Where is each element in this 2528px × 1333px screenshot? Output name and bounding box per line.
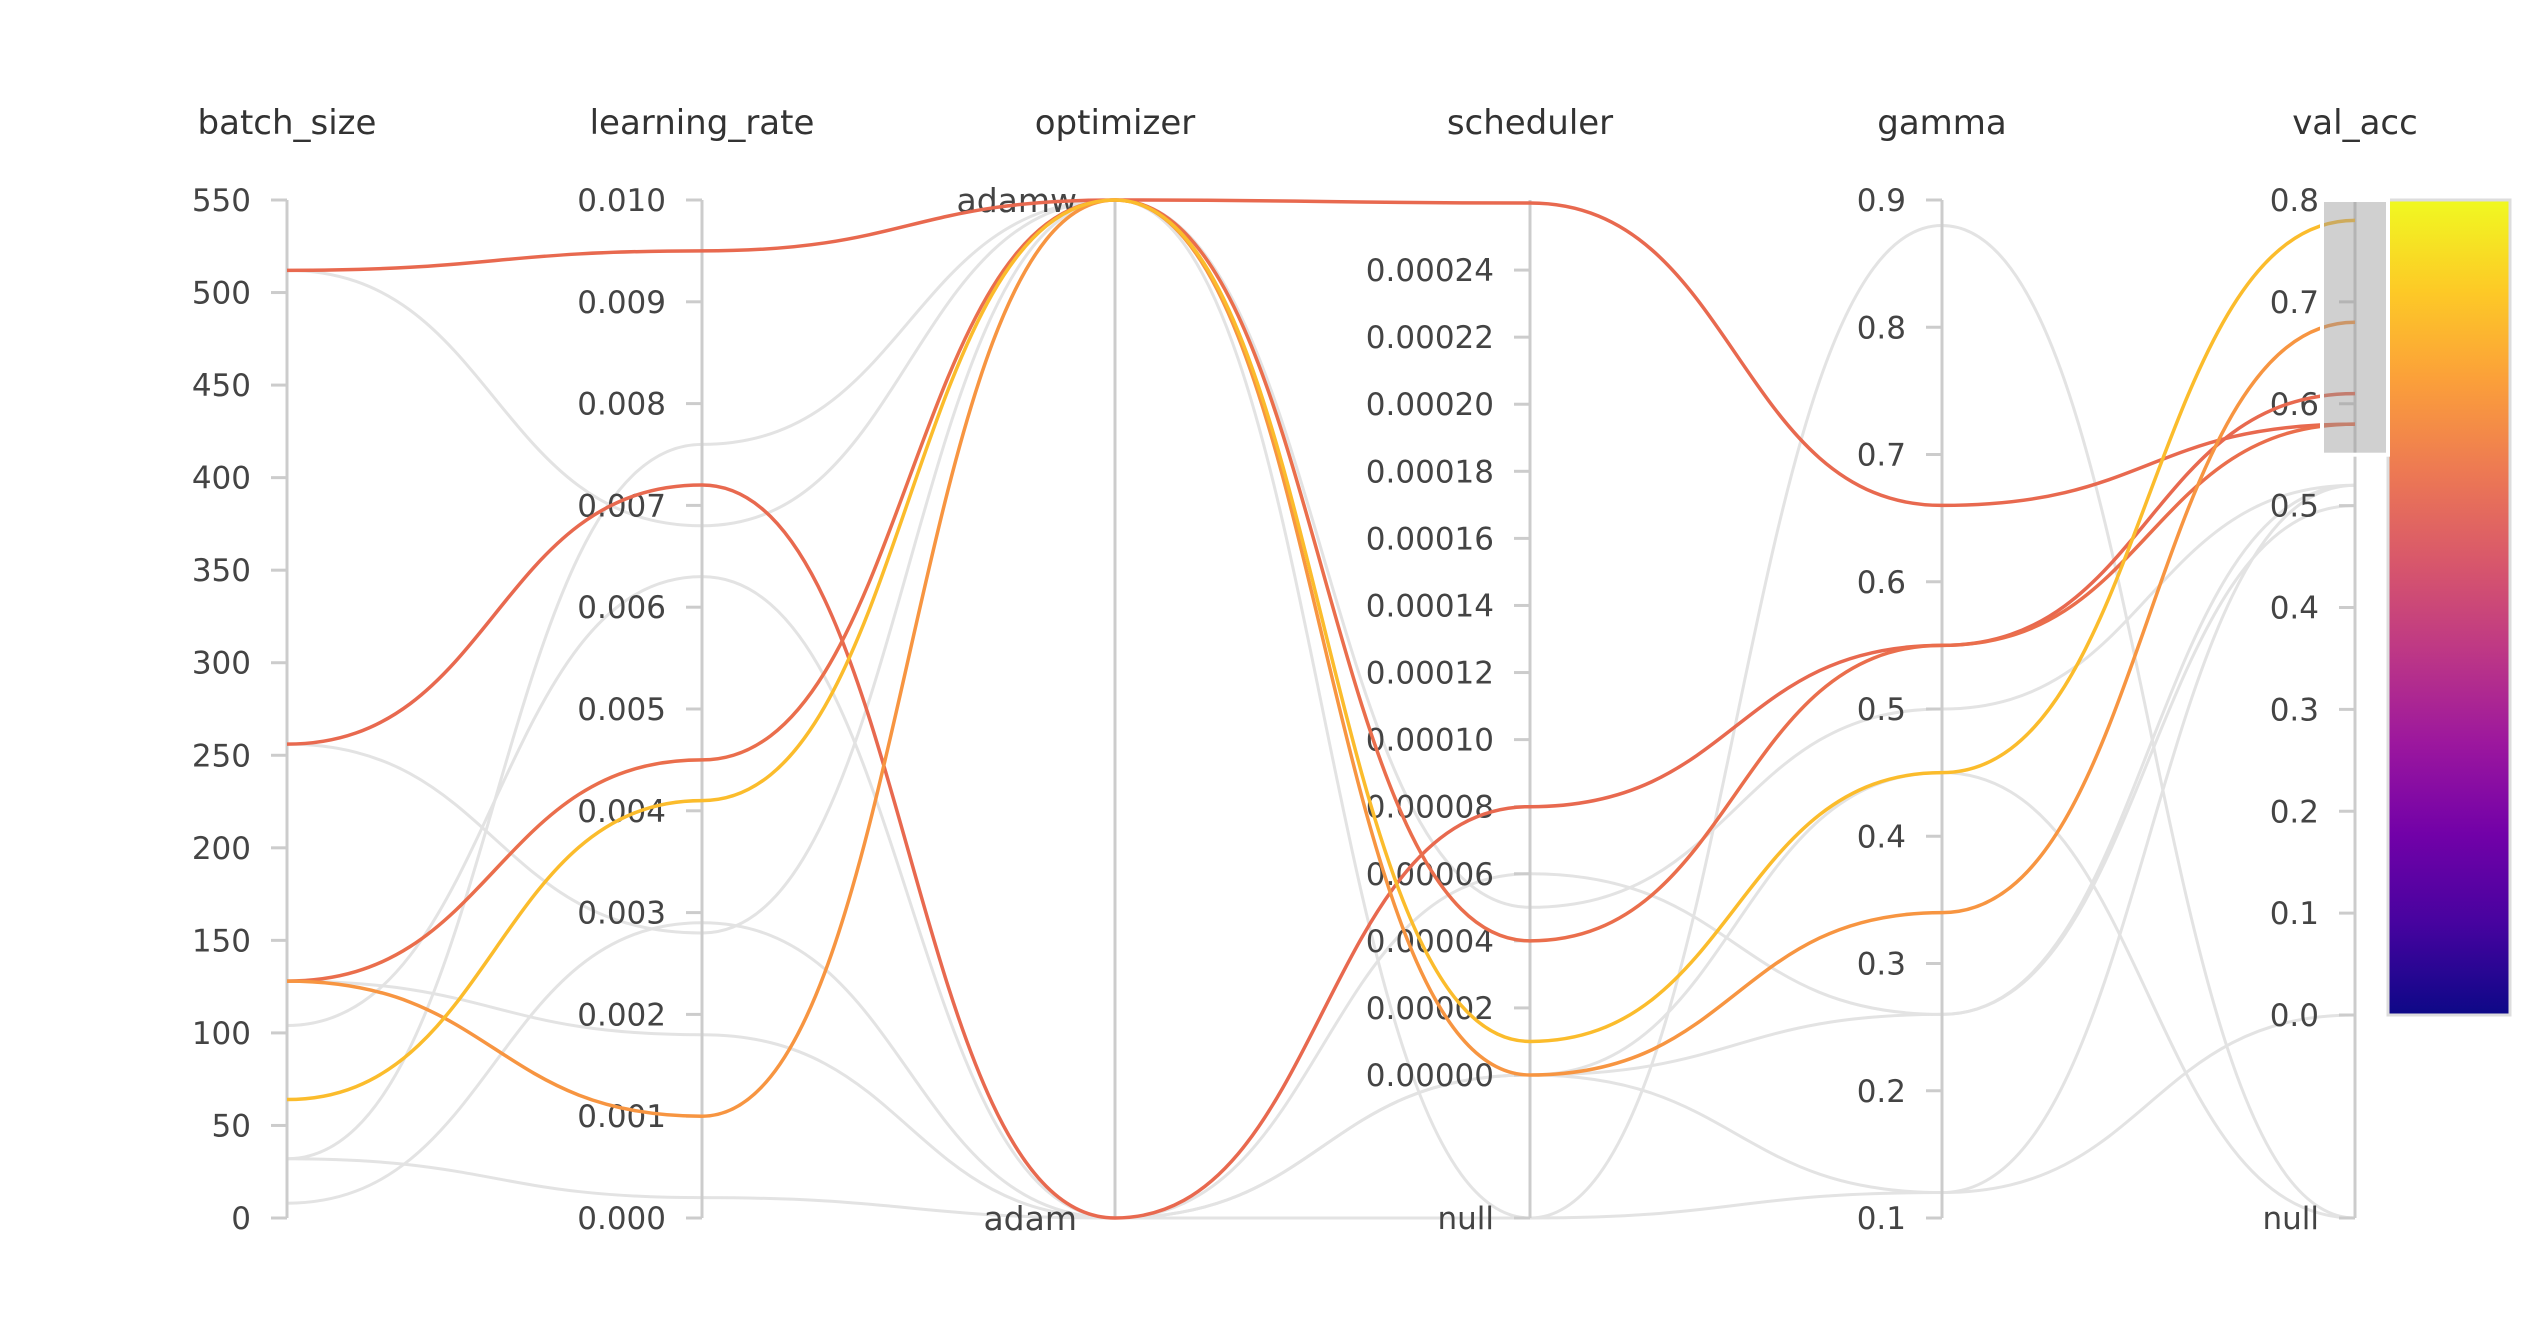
tick-label-scheduler-0-00016: 0.00016: [1366, 521, 1494, 557]
tick-label-val-acc-null: null: [2262, 1201, 2319, 1237]
highlighted-run-lines: [286, 198, 2356, 1220]
axis-title-learning-rate[interactable]: learning_rate: [590, 103, 815, 143]
run-line-3[interactable]: [286, 198, 2356, 1118]
run-line-inactive-6: [286, 483, 2356, 1220]
axis-overlays: [2320, 198, 2512, 1017]
axis-gamma[interactable]: gamma 0.1 0.2 0.3 0.4 0.5 0.6 0.7 0.8 0.9: [1857, 103, 2007, 1237]
tick-label-batch-size-400: 400: [192, 461, 251, 497]
tick-label-batch-size-300: 300: [192, 646, 251, 682]
tick-label-batch-size-500: 500: [192, 276, 251, 312]
axis-batch-size[interactable]: batch_size 0 50 100 150 200 250 300 350 400 450 500…: [192, 103, 377, 1237]
tick-label-batch-size-0: 0: [231, 1201, 251, 1237]
tick-label-learning-rate-0-009: 0.009: [577, 285, 666, 321]
tick-label-scheduler-0-00008: 0.00008: [1366, 790, 1494, 826]
run-line-2[interactable]: [286, 198, 2356, 983]
tick-label-val-acc-0-3: 0.3: [2270, 692, 2319, 728]
tick-label-gamma-0-8: 0.8: [1857, 310, 1906, 346]
tick-label-batch-size-100: 100: [192, 1016, 251, 1052]
run-line-inactive-5: [286, 771, 2356, 1220]
tick-label-val-acc-0-5: 0.5: [2270, 489, 2319, 525]
tick-label-scheduler-0-00010: 0.00010: [1366, 723, 1494, 759]
category-label-adam: adam: [983, 1199, 1077, 1238]
tick-label-batch-size-50: 50: [212, 1108, 251, 1144]
tick-label-batch-size-550: 550: [192, 183, 251, 219]
tick-label-val-acc-0-6: 0.6: [2270, 387, 2319, 423]
axis-title-val-acc[interactable]: val_acc: [2292, 103, 2418, 143]
tick-label-scheduler-0-00022: 0.00022: [1366, 320, 1494, 356]
colorbar: [2386, 198, 2512, 1017]
tick-label-batch-size-350: 350: [192, 553, 251, 589]
tick-label-gamma-0-4: 0.4: [1857, 819, 1906, 855]
axis-learning-rate[interactable]: learning_rate 0.000 0.001 0.002 0.003 0.004 0.…: [577, 103, 814, 1237]
tick-label-gamma-0-9: 0.9: [1857, 183, 1906, 219]
tick-label-val-acc-0-8: 0.8: [2270, 183, 2319, 219]
tick-label-learning-rate-0-006: 0.006: [577, 590, 666, 626]
tick-label-scheduler-null: null: [1437, 1201, 1494, 1237]
tick-label-learning-rate-0-005: 0.005: [577, 692, 666, 728]
tick-label-gamma-0-5: 0.5: [1857, 692, 1906, 728]
run-line-inactive-3: [286, 483, 2356, 1220]
tick-label-learning-rate-0-003: 0.003: [577, 896, 666, 932]
tick-label-batch-size-450: 450: [192, 368, 251, 404]
axis-title-scheduler[interactable]: scheduler: [1447, 103, 1613, 143]
run-line-0[interactable]: [286, 198, 2356, 508]
tick-label-scheduler-0-00012: 0.00012: [1366, 656, 1494, 692]
tick-label-scheduler-0-00018: 0.00018: [1366, 454, 1494, 490]
tick-label-learning-rate-0-001: 0.001: [577, 1099, 666, 1135]
tick-label-batch-size-200: 200: [192, 831, 251, 867]
axis-title-gamma[interactable]: gamma: [1877, 103, 2007, 143]
run-line-inactive-4: [286, 198, 2356, 1220]
tick-label-batch-size-250: 250: [192, 738, 251, 774]
tick-label-gamma-0-7: 0.7: [1857, 438, 1906, 474]
tick-label-gamma-0-3: 0.3: [1857, 947, 1906, 983]
axis-title-optimizer[interactable]: optimizer: [1035, 103, 1195, 143]
tick-label-learning-rate-0-002: 0.002: [577, 997, 666, 1033]
tick-label-scheduler-0-00024: 0.00024: [1366, 253, 1494, 289]
run-line-4[interactable]: [286, 198, 2356, 1102]
tick-label-gamma-0-6: 0.6: [1857, 565, 1906, 601]
tick-label-gamma-0-2: 0.2: [1857, 1074, 1906, 1110]
run-line-inactive-0: [286, 198, 2356, 909]
tick-label-val-acc-0-1: 0.1: [2270, 896, 2319, 932]
axis-scheduler[interactable]: scheduler0.000000.000020.000040.000060.0…: [1366, 103, 1613, 1237]
tick-label-val-acc-0-4: 0.4: [2270, 591, 2319, 627]
axis-title-batch-size[interactable]: batch_size: [198, 103, 377, 143]
tick-label-scheduler-0-00014: 0.00014: [1366, 588, 1494, 624]
tick-label-scheduler-0-00020: 0.00020: [1366, 387, 1494, 423]
tick-label-batch-size-150: 150: [192, 923, 251, 959]
tick-label-scheduler-0-00000: 0.00000: [1366, 1058, 1494, 1094]
tick-label-learning-rate-0-010: 0.010: [577, 183, 666, 219]
tick-label-scheduler-0-00002: 0.00002: [1366, 991, 1494, 1027]
tick-label-learning-rate-0-004: 0.004: [577, 794, 666, 830]
tick-label-learning-rate-0-000: 0.000: [577, 1201, 666, 1237]
tick-label-scheduler-0-00004: 0.00004: [1366, 924, 1494, 960]
range-filter-brush[interactable]: [2320, 198, 2390, 457]
tick-label-val-acc-0-0: 0.0: [2270, 998, 2319, 1034]
axis-val-acc[interactable]: val_acc 0.0 0.1 0.2 0.3 0.4 0.5 0.6 0.7 0.8 null: [2262, 103, 2417, 1237]
tick-label-val-acc-0-2: 0.2: [2270, 794, 2319, 830]
axes: batch_size 0 50 100 150 200 250 300 350 400 450 500…: [192, 103, 2418, 1238]
tick-label-gamma-0-1: 0.1: [1857, 1201, 1906, 1237]
tick-label-learning-rate-0-008: 0.008: [577, 387, 666, 423]
tick-label-val-acc-0-7: 0.7: [2270, 285, 2319, 321]
